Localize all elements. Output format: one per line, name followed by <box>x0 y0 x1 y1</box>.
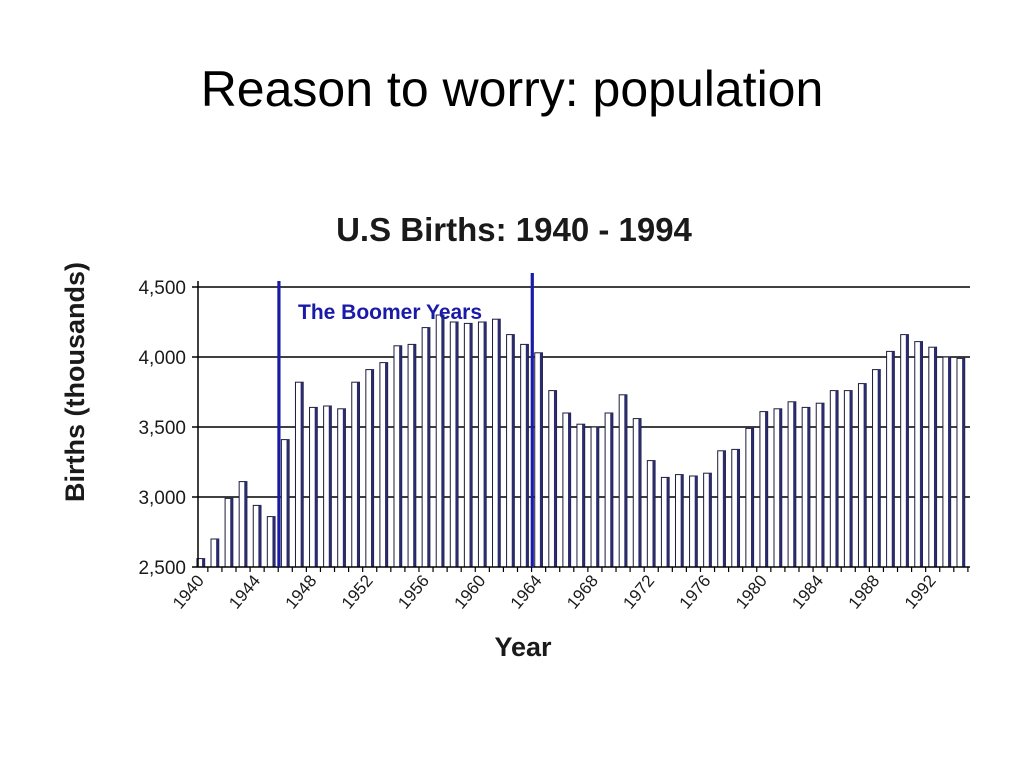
boomer-annotation: The Boomer Years <box>277 273 534 567</box>
x-tick-label: 1980 <box>732 571 771 612</box>
bar-shade-1974 <box>680 474 684 567</box>
bar-shade-1971 <box>638 418 642 567</box>
bar-shade-1953 <box>385 362 388 567</box>
bar-shade-1956 <box>427 327 430 567</box>
x-tick-label: 1976 <box>676 571 715 612</box>
x-tick-label: 1964 <box>507 571 546 612</box>
bar-shade-1965 <box>553 390 557 567</box>
bar-series <box>196 314 966 568</box>
bar-shade-1990 <box>905 334 909 567</box>
bar-shade-1983 <box>807 407 810 567</box>
bar-shade-1985 <box>835 390 839 567</box>
bar-shade-1942 <box>230 498 233 567</box>
x-tick-label: 1992 <box>901 571 940 612</box>
y-tick-labels: 2,500 3,000 3,500 4,000 4,500 <box>138 278 186 579</box>
x-axis-title: Year <box>494 632 552 662</box>
bar-shade-1952 <box>370 369 374 567</box>
x-tick-labels: 1940 1944 1948 1952 1956 1960 1964 1968 1972 1976… <box>169 571 940 612</box>
bar-shade-1984 <box>821 403 824 567</box>
bar-shade-1944 <box>258 505 261 567</box>
x-tick-label: 1960 <box>451 571 490 612</box>
bar-shade-1992 <box>933 347 937 567</box>
x-tick-label: 1956 <box>394 571 433 612</box>
x-tick-label: 1988 <box>845 571 884 612</box>
bar-shade-1977 <box>722 450 726 567</box>
bar-shade-1986 <box>849 390 853 567</box>
chart-title: U.S Births: 1940 - 1994 <box>336 211 692 248</box>
bar-shade-1951 <box>356 382 360 567</box>
x-tick-label: 1944 <box>225 571 264 612</box>
y-axis-title: Births (thousands) <box>60 262 90 502</box>
x-tick-label: 1984 <box>788 571 827 612</box>
bar-shade-1994 <box>962 358 965 567</box>
y-tick-label: 3,000 <box>138 488 186 509</box>
bar-shade-1975 <box>694 476 698 567</box>
bar-shade-1957 <box>441 315 444 567</box>
bar-shade-1993 <box>948 357 951 567</box>
bar-shade-1969 <box>610 413 613 567</box>
bar-shade-1987 <box>863 383 867 567</box>
bar-shade-1968 <box>596 427 599 567</box>
bar-shade-1991 <box>919 341 923 567</box>
y-tick-label: 4,500 <box>138 278 186 299</box>
births-chart: U.S Births: 1940 - 1994 2,500 3,000 3,500 4… <box>50 195 990 675</box>
bar-shade-1940 <box>202 558 205 567</box>
bar-shade-1976 <box>708 473 712 567</box>
x-tick-label: 1968 <box>563 571 602 612</box>
bar-shade-1972 <box>652 460 656 567</box>
bar-shade-1970 <box>624 394 627 567</box>
bar-shade-1980 <box>765 411 768 567</box>
bar-shade-1950 <box>342 408 346 567</box>
bar-shade-1947 <box>300 382 304 567</box>
bar-shade-1941 <box>216 539 219 567</box>
bar-shade-1946 <box>286 439 290 567</box>
bar-shade-1961 <box>497 319 501 567</box>
bar-shade-1967 <box>582 424 585 567</box>
bar-shade-1955 <box>413 344 416 567</box>
bar-shade-1973 <box>666 477 670 567</box>
bar-shade-1981 <box>779 408 782 567</box>
x-tick-label: 1952 <box>338 571 377 612</box>
bar-shade-1963 <box>525 344 529 567</box>
bar-shade-1943 <box>244 481 247 567</box>
x-tick-label: 1972 <box>619 571 658 612</box>
bar-shade-1964 <box>539 352 543 567</box>
bar-shade-1989 <box>891 351 895 567</box>
y-tick-label: 2,500 <box>138 558 186 579</box>
bar-shade-1949 <box>328 406 332 567</box>
bar-shade-1948 <box>314 407 318 567</box>
births-bar-chart-svg: U.S Births: 1940 - 1994 2,500 3,000 3,500 4… <box>60 211 970 662</box>
bar-shade-1979 <box>751 428 754 567</box>
y-tick-label: 4,000 <box>138 348 186 369</box>
bar-shade-1959 <box>469 323 473 567</box>
bar-shade-1978 <box>736 449 740 567</box>
bar-shade-1966 <box>568 413 571 567</box>
bar-shade-1962 <box>511 334 515 567</box>
bar-shade-1958 <box>455 322 459 567</box>
y-tick-label: 3,500 <box>138 418 186 439</box>
bar-shade-1960 <box>483 322 487 567</box>
bar-shade-1982 <box>793 401 796 567</box>
bar-shade-1945 <box>272 516 276 567</box>
x-tick-label: 1948 <box>282 571 321 612</box>
boomer-years-label: The Boomer Years <box>298 301 482 324</box>
slide-title: Reason to worry: population <box>200 61 824 117</box>
bar-shade-1988 <box>877 369 881 567</box>
axes <box>192 281 970 572</box>
bar-shade-1954 <box>399 345 402 567</box>
